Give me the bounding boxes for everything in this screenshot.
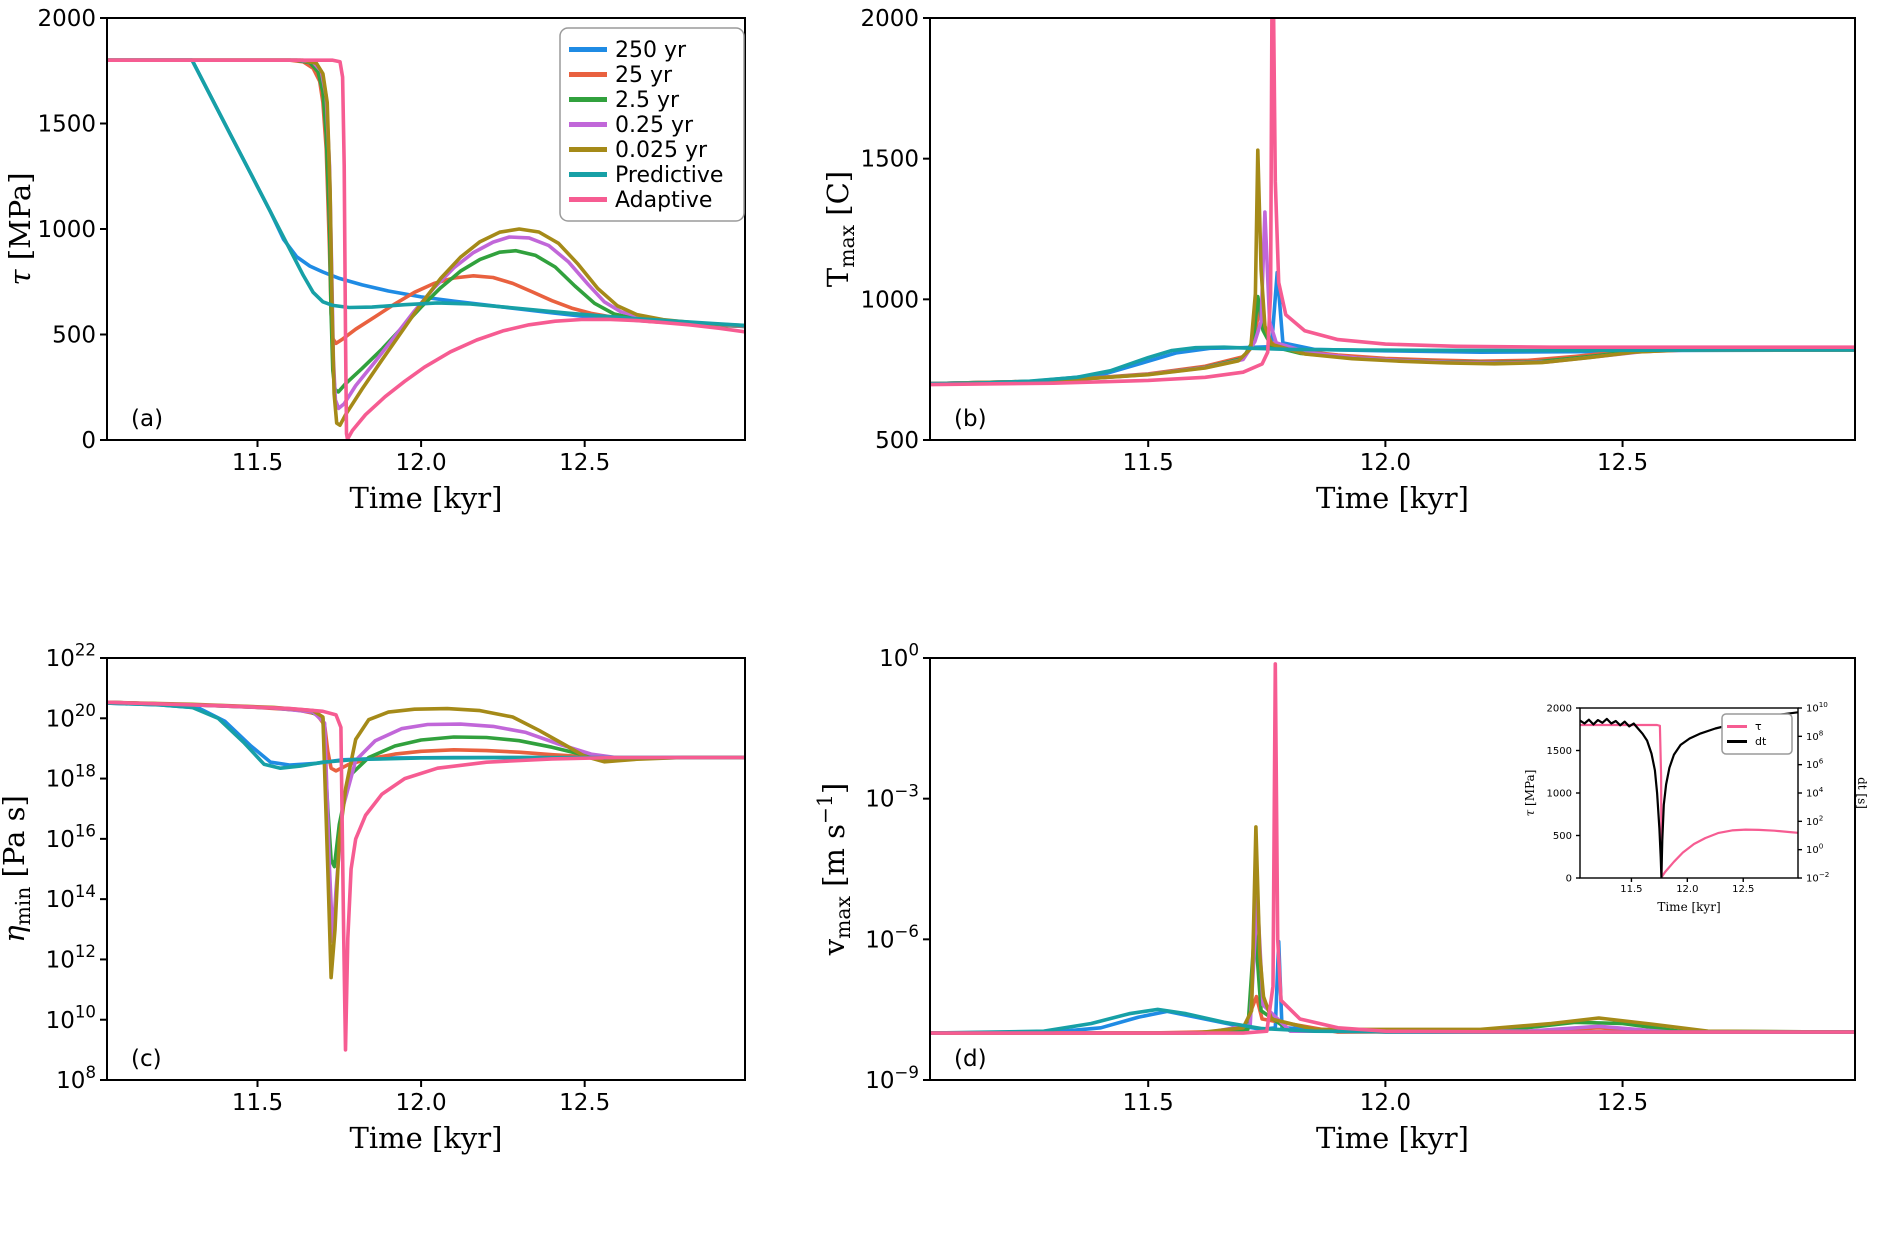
svg-text:12.0: 12.0 — [1676, 884, 1698, 895]
panel-b-max-temperature-chart: 11.5 12.0 12.5 500 1000 1500 2000 Time [kyr] Tma… — [821, 6, 1856, 515]
svg-text:1500: 1500 — [37, 112, 96, 138]
panel-d-max-velocity-chart: 11.5 12.0 12.5 10−9 10−6 10−3 100 Time [kyr] vma… — [813, 641, 1869, 1155]
svg-text:2000: 2000 — [1547, 704, 1572, 715]
svg-text:12.5: 12.5 — [1597, 1090, 1648, 1116]
svg-text:Time [kyr]: Time [kyr] — [1316, 1121, 1469, 1155]
svg-text:12.5: 12.5 — [559, 450, 610, 476]
svg-text:12.0: 12.0 — [395, 1090, 446, 1116]
svg-text:108: 108 — [56, 1063, 96, 1094]
svg-text:ηmin [Pa s]: ηmin [Pa s] — [0, 795, 35, 943]
svg-text:(a): (a) — [131, 406, 163, 432]
svg-text:1000: 1000 — [860, 287, 919, 313]
svg-text:dt [s]: dt [s] — [1855, 777, 1869, 809]
svg-text:dt: dt — [1755, 735, 1767, 748]
svg-text:11.5: 11.5 — [232, 1090, 283, 1116]
svg-text:1014: 1014 — [46, 882, 96, 913]
svg-text:12.0: 12.0 — [1360, 450, 1411, 476]
svg-text:12.0: 12.0 — [1360, 1090, 1411, 1116]
svg-text:(b): (b) — [954, 406, 987, 432]
svg-text:10−9: 10−9 — [865, 1063, 919, 1094]
svg-text:Tmax [C]: Tmax [C] — [821, 171, 859, 287]
svg-text:100: 100 — [879, 641, 919, 672]
svg-text:25 yr: 25 yr — [615, 63, 673, 88]
svg-text:Time [kyr]: Time [kyr] — [1657, 900, 1720, 914]
svg-text:1000: 1000 — [1547, 789, 1572, 800]
svg-text:vmax [m s−1]: vmax [m s−1] — [813, 783, 855, 957]
svg-text:0.25 yr: 0.25 yr — [615, 113, 694, 138]
svg-text:Adaptive: Adaptive — [615, 188, 712, 213]
svg-text:500: 500 — [1553, 831, 1572, 842]
svg-text:500: 500 — [875, 428, 919, 454]
svg-text:10−3: 10−3 — [865, 781, 919, 812]
svg-text:11.5: 11.5 — [1620, 884, 1642, 895]
svg-text:2000: 2000 — [860, 6, 919, 32]
svg-text:11.5: 11.5 — [1123, 450, 1174, 476]
svg-text:0: 0 — [81, 428, 96, 454]
svg-text:12.5: 12.5 — [559, 1090, 610, 1116]
svg-text:12.5: 12.5 — [1597, 450, 1648, 476]
svg-text:0.025 yr: 0.025 yr — [615, 138, 708, 163]
panel-a-shear-stress-chart: 11.5 12.0 12.5 0 500 1000 1500 2000 Time [kyr] τ … — [3, 6, 746, 515]
svg-text:2.5 yr: 2.5 yr — [615, 88, 680, 113]
svg-text:1500: 1500 — [1547, 746, 1572, 757]
svg-text:Predictive: Predictive — [615, 163, 723, 188]
svg-text:12.0: 12.0 — [395, 450, 446, 476]
svg-text:12.5: 12.5 — [1732, 884, 1754, 895]
svg-text:(c): (c) — [131, 1046, 162, 1072]
panel-c-min-viscosity-chart: 11.5 12.0 12.5 108 1010 1012 1014 1016 1018 1020 1… — [0, 641, 746, 1155]
svg-text:2000: 2000 — [37, 6, 96, 32]
svg-text:250 yr: 250 yr — [615, 38, 687, 63]
svg-text:Time [kyr]: Time [kyr] — [350, 1121, 503, 1155]
svg-text:τ [MPa]: τ [MPa] — [1523, 770, 1537, 817]
svg-text:0: 0 — [1566, 874, 1572, 885]
svg-text:10−6: 10−6 — [865, 922, 919, 953]
svg-text:1022: 1022 — [46, 641, 96, 672]
svg-text:τ [MPa]: τ [MPa] — [3, 172, 37, 285]
svg-text:1020: 1020 — [46, 701, 96, 732]
svg-text:1500: 1500 — [860, 147, 919, 173]
svg-text:Time [kyr]: Time [kyr] — [1316, 481, 1469, 515]
svg-text:1016: 1016 — [46, 822, 96, 853]
svg-text:1010: 1010 — [46, 1002, 96, 1033]
svg-text:(d): (d) — [954, 1046, 987, 1072]
svg-text:1012: 1012 — [46, 942, 96, 973]
svg-text:1018: 1018 — [46, 761, 96, 792]
svg-text:τ: τ — [1755, 720, 1762, 733]
svg-text:11.5: 11.5 — [1123, 1090, 1174, 1116]
svg-text:11.5: 11.5 — [232, 450, 283, 476]
svg-text:1000: 1000 — [37, 217, 96, 243]
svg-text:Time [kyr]: Time [kyr] — [350, 481, 503, 515]
svg-text:500: 500 — [52, 323, 96, 349]
